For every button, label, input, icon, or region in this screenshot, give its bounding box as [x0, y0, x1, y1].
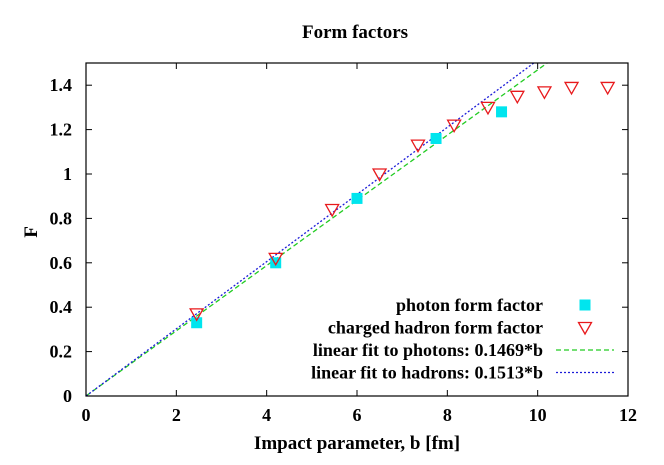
hadron-point [446, 119, 462, 133]
x-tick-label: 10 [529, 405, 547, 425]
y-tick-label: 1 [63, 164, 72, 184]
hadron-point [268, 252, 284, 267]
photon-point [191, 317, 203, 329]
hadron-point [536, 86, 553, 100]
fit-line [85, 62, 548, 397]
photon-point [496, 106, 508, 118]
hadron-point [371, 168, 388, 182]
x-tick-label: 12 [619, 405, 637, 425]
photon-point [430, 132, 442, 144]
legend-label: linear fit to photons: 0.1469*b [313, 340, 543, 360]
x-tick-label: 8 [443, 405, 452, 425]
legend-marker [579, 299, 591, 311]
data-points [189, 81, 616, 329]
y-tick-label: 1.2 [50, 120, 73, 140]
y-tick-label: 0 [63, 386, 72, 406]
chart-title: Form factors [302, 22, 408, 43]
x-tick-label: 4 [262, 405, 271, 425]
legend: photon form factor charged hadron form fa… [311, 295, 614, 383]
y-tick-label: 1.4 [50, 75, 73, 95]
hadron-point [324, 203, 340, 218]
hadron-point [563, 81, 580, 96]
y-tick-label: 0.6 [50, 253, 73, 273]
hadron-point [189, 308, 205, 322]
y-tick-label: 0.2 [50, 342, 73, 362]
photon-point [270, 257, 282, 269]
fit-line [85, 62, 535, 397]
hadron-point [509, 90, 525, 105]
fit-lines [85, 62, 548, 397]
legend-marker [577, 321, 593, 336]
y-tick-label: 0.4 [50, 297, 73, 317]
y-tick-label: 0.8 [50, 208, 73, 228]
hadron-point [600, 81, 616, 96]
x-axis-label: Impact parameter, b [fm] [254, 433, 460, 454]
x-tick-label: 0 [82, 405, 91, 425]
x-tick-label: 6 [353, 405, 362, 425]
x-tick-label: 2 [172, 405, 181, 425]
photon-point [351, 192, 363, 204]
hadron-point [410, 139, 426, 153]
y-axis-label: F [21, 226, 42, 238]
legend-label: charged hadron form factor [328, 318, 543, 338]
legend-label: photon form factor [396, 295, 543, 315]
axis-ticks: 0 2 4 6 8 10 12 0 0.2 0.4 0.6 0.8 1 1.2 1.4 [50, 63, 637, 425]
legend-label: linear fit to hadrons: 0.1513*b [311, 363, 543, 383]
hadron-point [480, 101, 496, 116]
